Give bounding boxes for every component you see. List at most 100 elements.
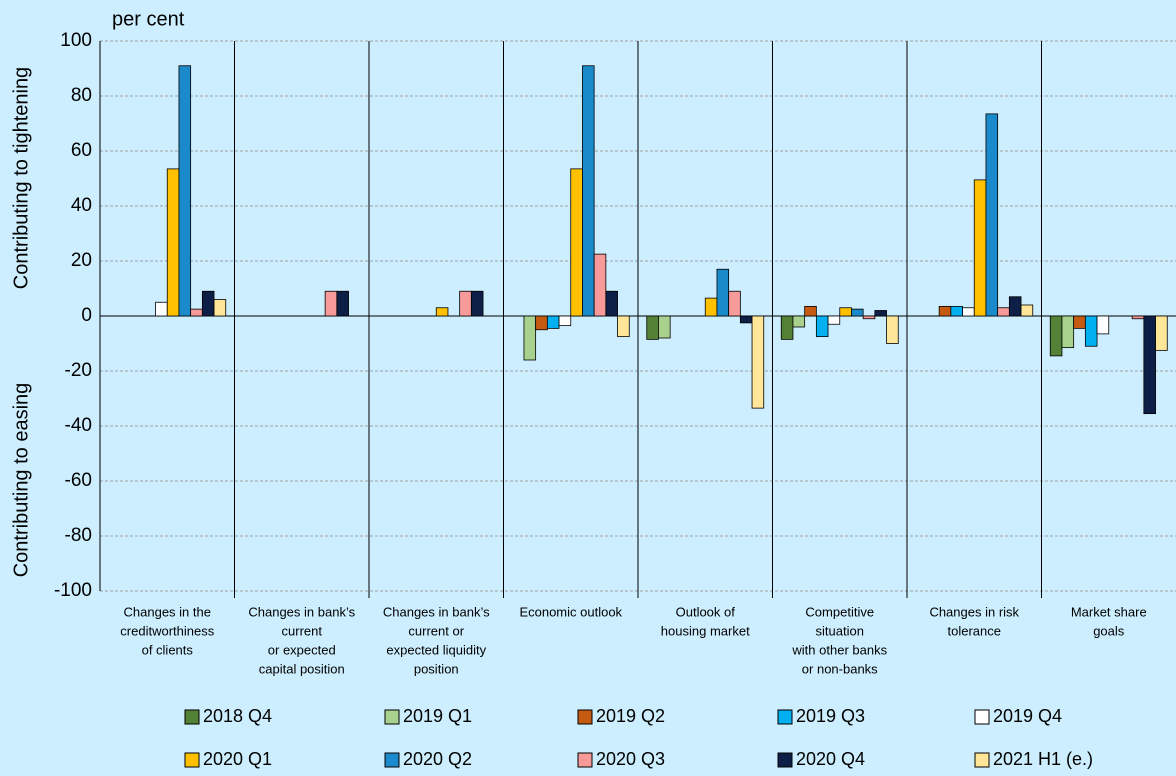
bar xyxy=(815,315,829,338)
x-tick-label: situation xyxy=(816,623,864,638)
x-tick-label: goals xyxy=(1093,623,1125,638)
y-tick-label: -40 xyxy=(65,415,92,436)
x-tick-label: or non-banks xyxy=(802,661,878,676)
legend-label: 2019 Q2 xyxy=(596,706,665,726)
bar xyxy=(324,290,338,317)
bar xyxy=(617,315,630,338)
bar xyxy=(827,315,841,325)
bar xyxy=(950,305,963,317)
bar xyxy=(851,308,864,317)
unit-label: per cent xyxy=(112,8,185,30)
legend-label: 2020 Q2 xyxy=(403,749,472,769)
legend-swatch xyxy=(184,752,200,768)
bar xyxy=(1049,315,1063,357)
x-tick-label: Changes in the xyxy=(124,604,211,619)
x-tick-label: Market share xyxy=(1071,604,1147,619)
x-tick-label: of clients xyxy=(142,642,194,657)
bar xyxy=(839,307,852,317)
legend-swatch xyxy=(974,752,990,768)
x-tick-label: position xyxy=(414,661,459,676)
legend-label: 2020 Q1 xyxy=(203,749,272,769)
x-tick-label: Changes in bank’s xyxy=(248,604,355,619)
bar xyxy=(886,315,899,344)
bar xyxy=(435,307,449,317)
x-tick-label: capital position xyxy=(259,661,345,676)
y-tick-label: 40 xyxy=(71,195,92,216)
bar xyxy=(459,290,472,317)
legend-swatch xyxy=(384,752,400,768)
bar xyxy=(751,315,765,409)
legend-swatch xyxy=(577,709,593,725)
bar xyxy=(155,301,168,317)
bar xyxy=(1020,304,1034,317)
bar xyxy=(558,315,572,327)
bar xyxy=(728,290,741,317)
x-tick-label: housing market xyxy=(661,623,750,638)
bar xyxy=(1143,315,1156,415)
bar xyxy=(213,299,227,317)
bar xyxy=(973,179,987,317)
bar xyxy=(739,315,753,324)
y-tick-label: -20 xyxy=(65,360,92,381)
x-tick-label: Economic outlook xyxy=(519,604,622,619)
bar xyxy=(716,268,730,317)
bar xyxy=(1084,315,1098,347)
legend-label: 2018 Q4 xyxy=(203,706,272,726)
y-tick-label: 20 xyxy=(71,250,92,271)
legend-label: 2021 H1 (e.) xyxy=(993,749,1093,769)
legend-swatch xyxy=(777,752,793,768)
bar xyxy=(1131,315,1145,320)
bar xyxy=(593,253,607,317)
x-tick-label: Changes in risk xyxy=(929,604,1019,619)
x-tick-label: Outlook of xyxy=(676,604,736,619)
bar xyxy=(985,113,999,317)
legend-swatch xyxy=(974,709,990,725)
x-tick-label: Competitive xyxy=(805,604,874,619)
bar xyxy=(1008,296,1022,317)
bar xyxy=(570,168,583,317)
bar xyxy=(605,290,618,317)
x-tick-label: current or xyxy=(408,623,464,638)
y-tick-label: -100 xyxy=(54,580,92,601)
bar xyxy=(938,305,952,317)
x-tick-label: tolerance xyxy=(948,623,1001,638)
bar xyxy=(1096,315,1110,335)
x-tick-label: expected liquidity xyxy=(386,642,486,657)
bar xyxy=(178,65,192,317)
legend-swatch xyxy=(777,709,793,725)
y-tick-label: 60 xyxy=(71,140,92,161)
x-tick-label: with other banks xyxy=(791,642,887,657)
legend-label: 2019 Q1 xyxy=(403,706,472,726)
bar xyxy=(874,310,887,317)
x-tick-label: creditworthiness xyxy=(120,623,214,638)
y-label-bottom: Contributing to easing xyxy=(10,383,32,578)
bar xyxy=(201,290,215,317)
x-tick-label: or expected xyxy=(268,642,336,657)
bar xyxy=(166,168,180,317)
bar xyxy=(582,65,595,317)
y-label-top: Contributing to tightening xyxy=(10,67,32,289)
x-tick-label: Changes in bank’s xyxy=(383,604,490,619)
y-tick-label: -60 xyxy=(65,470,92,491)
y-tick-label: 100 xyxy=(60,30,92,51)
bar xyxy=(646,315,659,340)
legend-swatch xyxy=(184,709,200,725)
y-tick-label: 0 xyxy=(81,305,92,326)
bar xyxy=(780,315,794,340)
bar xyxy=(704,297,718,317)
legend-label: 2020 Q3 xyxy=(596,749,665,769)
bar xyxy=(1155,315,1168,351)
bar xyxy=(862,315,876,320)
bar xyxy=(962,307,975,317)
legend-swatch xyxy=(384,709,400,725)
bar xyxy=(190,308,203,317)
y-tick-label: 80 xyxy=(71,85,92,106)
y-tick-label: -80 xyxy=(65,525,92,546)
bar xyxy=(535,315,548,331)
bar xyxy=(470,290,484,317)
bar xyxy=(1061,315,1075,349)
bar xyxy=(804,305,817,317)
legend-label: 2019 Q3 xyxy=(796,706,865,726)
bar xyxy=(546,315,560,329)
